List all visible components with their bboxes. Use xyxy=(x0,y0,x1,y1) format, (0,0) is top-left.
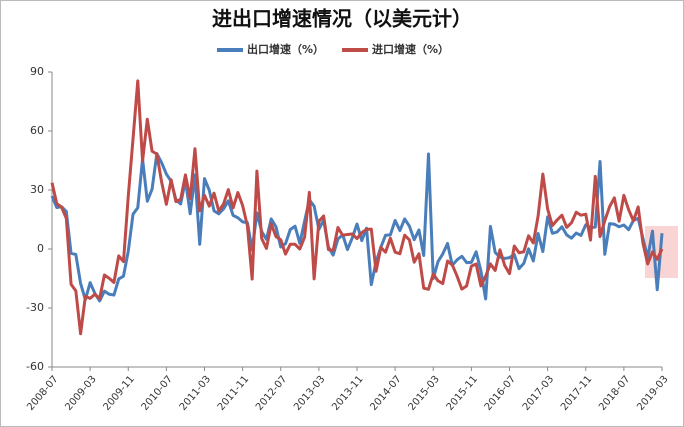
series-line xyxy=(50,79,664,336)
y-tick-label: 60 xyxy=(30,124,44,137)
y-tick-label: -60 xyxy=(26,360,44,373)
y-tick-label: 90 xyxy=(30,65,44,78)
y-tick-label: -30 xyxy=(26,301,44,314)
y-tick-label: 30 xyxy=(30,183,44,196)
chart-title: 进出口增速情况（以美元计） xyxy=(212,7,472,31)
legend-label: 出口增速（%） xyxy=(247,42,324,56)
y-tick-label: 0 xyxy=(37,242,44,255)
legend-label: 进口增速（%） xyxy=(372,42,449,56)
series-line xyxy=(50,152,664,303)
